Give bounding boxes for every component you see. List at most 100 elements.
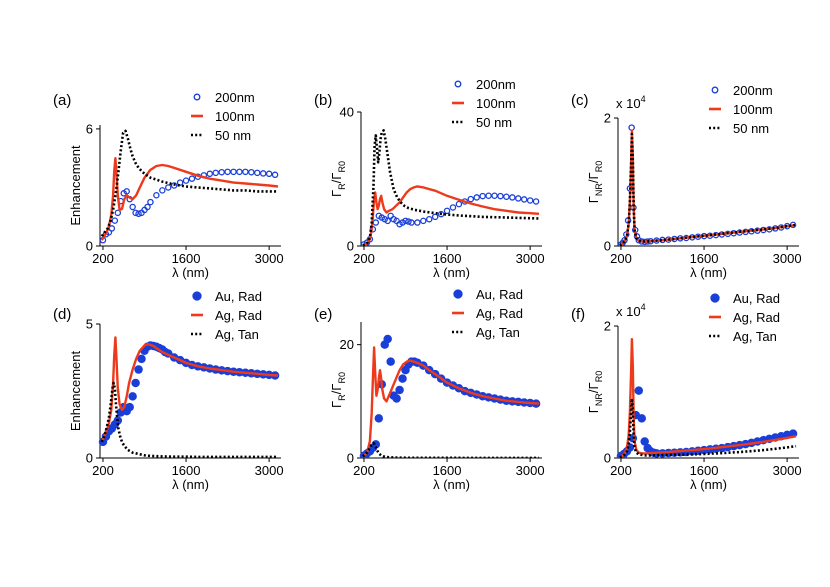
x-axis-label: λ (nm) xyxy=(690,477,727,492)
legend-label: 200nm xyxy=(733,83,773,98)
data-point xyxy=(425,215,433,223)
x-axis-label: λ (nm) xyxy=(172,477,209,492)
y-label-sub: R xyxy=(337,183,347,190)
x-tick-label: 1600 xyxy=(690,463,719,478)
series-line xyxy=(619,132,797,246)
y-label-main: Γ xyxy=(586,196,601,203)
panel-label: (f) xyxy=(571,306,585,323)
data-point xyxy=(254,169,261,177)
legend: 200nm 100nm 50 nm xyxy=(191,90,255,143)
data-point xyxy=(443,207,451,215)
series-line xyxy=(100,129,278,237)
y-label-main: Γ xyxy=(586,406,601,413)
legend-label: Ag, Rad xyxy=(476,306,523,321)
y-label-sub: NR xyxy=(594,183,604,196)
axis-multiplier: x 104 xyxy=(616,302,646,319)
data-point xyxy=(503,193,510,201)
data-point xyxy=(420,217,427,225)
y-tick-label: 20 xyxy=(340,337,354,352)
data-point xyxy=(125,402,134,412)
panel-label: (e) xyxy=(314,306,332,323)
plot-area xyxy=(359,334,541,458)
series-line xyxy=(362,442,539,458)
x-tick-label: 3000 xyxy=(516,463,545,478)
data-point xyxy=(414,219,421,226)
data-point xyxy=(170,182,178,189)
legend-label: 50 nm xyxy=(476,115,512,130)
series-50-nm xyxy=(362,129,540,246)
data-point xyxy=(147,198,154,206)
legend-swatch-marker xyxy=(454,80,462,88)
x-tick-label: 1600 xyxy=(690,251,719,266)
y-label-main: Γ xyxy=(329,190,344,197)
data-point xyxy=(224,168,231,176)
series-ag-tan xyxy=(619,397,797,458)
legend: Au, Rad Ag, Rad Ag, Tan xyxy=(452,287,523,340)
legend-label: Ag, Tan xyxy=(476,325,520,340)
data-point xyxy=(520,196,528,203)
series-50-nm xyxy=(100,129,278,237)
data-point xyxy=(206,170,214,178)
y-tick-label: 0 xyxy=(86,451,93,466)
y-tick-label: 0 xyxy=(604,239,611,254)
y-tick-label: 0 xyxy=(347,451,354,466)
data-point xyxy=(123,188,130,195)
axis-multiplier: x 104 xyxy=(616,94,646,111)
data-point xyxy=(248,168,255,176)
data-point xyxy=(384,217,391,225)
y-tick-label: 0 xyxy=(604,451,611,466)
y-label-main: Γ xyxy=(329,401,344,408)
legend-swatch-marker xyxy=(710,293,720,303)
data-point xyxy=(111,217,119,224)
data-point xyxy=(383,334,392,344)
y-tick-label: 6 xyxy=(86,121,93,136)
x-axis-label: λ (nm) xyxy=(433,265,470,280)
data-point xyxy=(164,184,172,191)
legend-swatch-marker xyxy=(711,86,719,94)
data-point xyxy=(395,385,404,395)
data-point xyxy=(497,192,504,200)
data-point xyxy=(628,124,635,131)
data-point xyxy=(386,357,395,366)
legend-label: 100nm xyxy=(476,96,516,111)
legend: 200nm 100nm 50 nm xyxy=(709,83,773,136)
data-point xyxy=(473,194,480,201)
data-point xyxy=(402,217,409,225)
data-point xyxy=(634,386,644,395)
legend-label: 100nm xyxy=(733,102,773,117)
data-point xyxy=(218,168,225,176)
data-point xyxy=(374,414,384,423)
series-line xyxy=(362,346,540,458)
y-tick-label: 0 xyxy=(86,239,93,254)
x-tick-label: 1600 xyxy=(172,251,201,266)
panel-label: (b) xyxy=(314,92,332,109)
x-tick-label: 1600 xyxy=(433,251,462,266)
x-tick-label: 200 xyxy=(353,251,375,266)
data-point xyxy=(131,378,140,388)
panel-f: 200 1600 3000 0 2 x 104 λ (nm) ΓNR/ΓR0 (f) Au, Ra… xyxy=(571,291,802,492)
y-axis-label: ΓR/ΓR0 xyxy=(329,372,347,408)
y-label-sub2: R0 xyxy=(594,161,604,173)
y-label-sub2: R0 xyxy=(337,161,347,173)
data-point xyxy=(176,179,184,186)
y-axis-label: ΓNR/ΓR0 xyxy=(586,161,604,203)
data-point xyxy=(271,171,279,179)
legend-label: 50 nm xyxy=(733,121,769,136)
y-tick-label: 40 xyxy=(340,105,354,120)
series-50-nm xyxy=(619,132,797,246)
legend-label: Ag, Rad xyxy=(733,310,780,325)
x-tick-label: 1600 xyxy=(433,463,462,478)
data-point xyxy=(405,218,412,225)
data-point xyxy=(182,177,190,184)
legend-label: 200nm xyxy=(215,90,255,105)
panel-label: (c) xyxy=(571,92,589,109)
panel-a: 200 1600 3000 0 6 λ (nm) Enhancement (a) 200nm 10… xyxy=(53,90,284,280)
data-point xyxy=(509,194,516,201)
y-tick-label: 5 xyxy=(86,317,93,332)
data-point xyxy=(134,365,143,374)
data-point xyxy=(449,204,457,211)
series-line xyxy=(100,336,279,443)
data-point xyxy=(259,170,267,177)
legend-label: 50 nm xyxy=(215,128,251,143)
data-point xyxy=(526,197,534,204)
